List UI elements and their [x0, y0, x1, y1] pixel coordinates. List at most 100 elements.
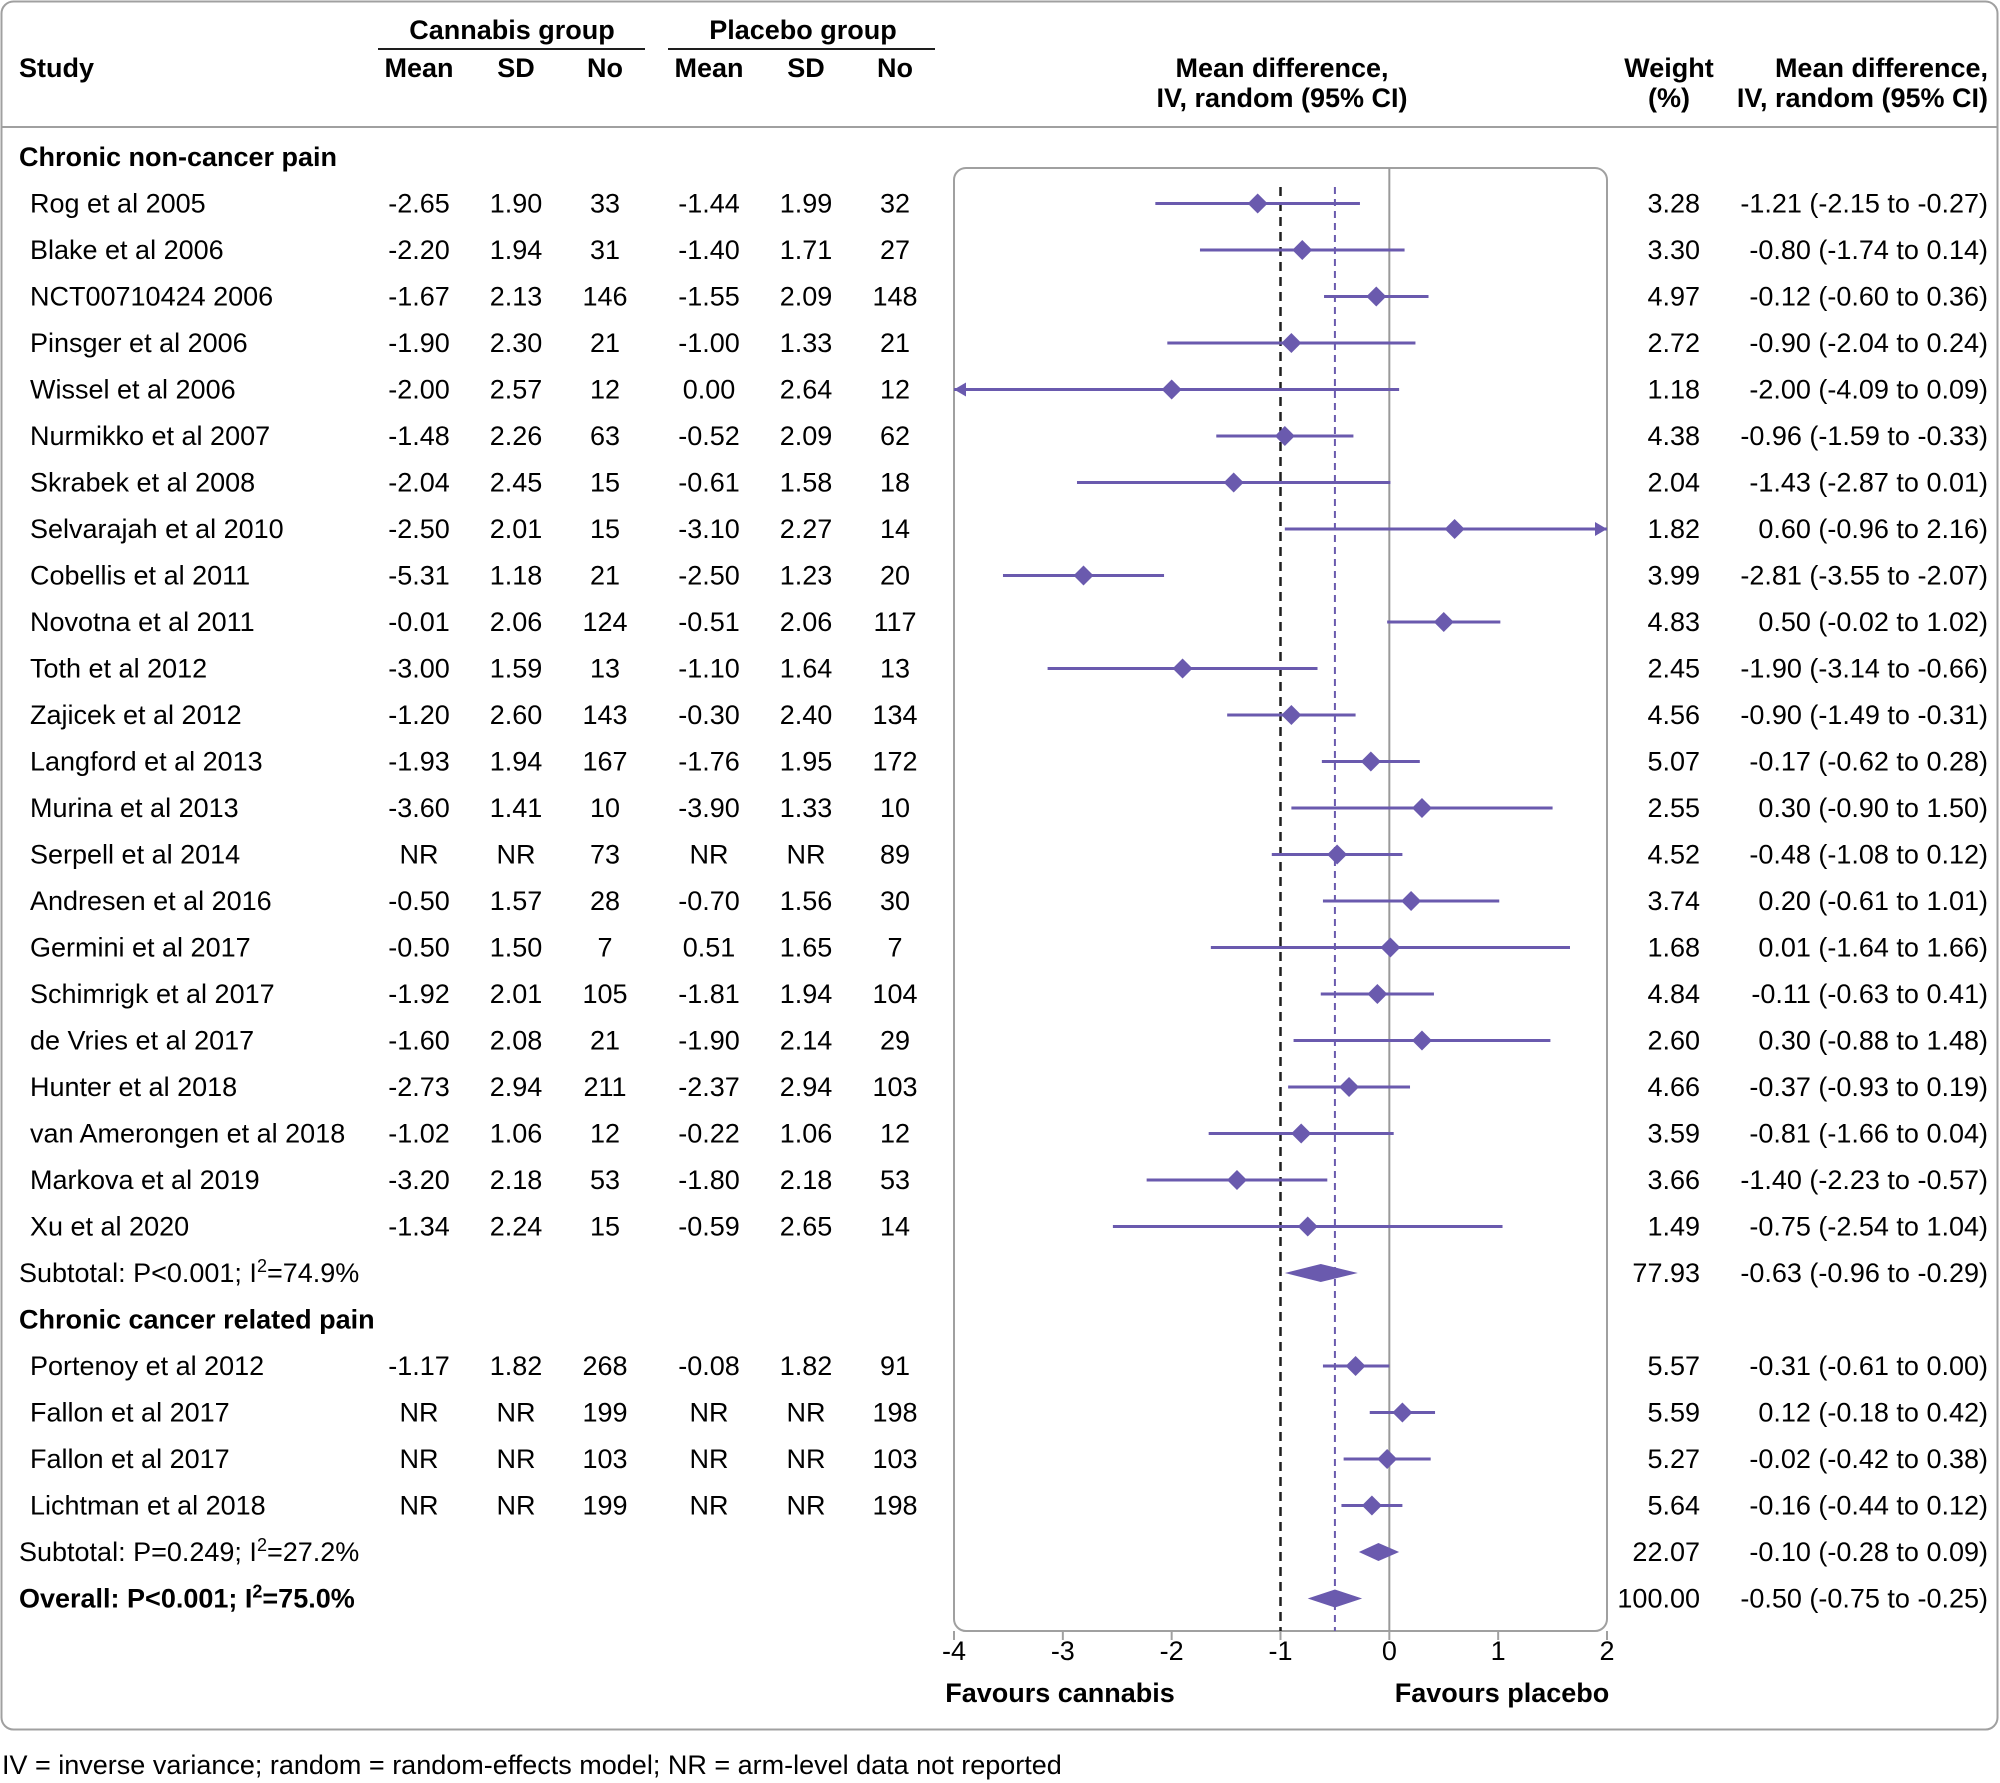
study-row-1-16-weight: 3.74: [1647, 886, 1700, 916]
study-row-1-10-p-mean: -0.51: [678, 607, 740, 637]
study-row-1-1-weight: 3.28: [1647, 189, 1700, 219]
study-row-1-5-p-n: 12: [880, 375, 910, 405]
study-row-1-2-c-sd: 1.94: [490, 235, 543, 265]
study-row-1-8-c-n: 15: [590, 514, 620, 544]
study-row-1-19-weight: 2.60: [1647, 1026, 1700, 1056]
study-row-1-4-point-estimate: [1281, 333, 1302, 353]
study-row-1-15-ci: -0.48 (-1.08 to 0.12): [1749, 840, 1988, 870]
study-row-1-22-ci: -1.40 (-2.23 to -0.57): [1740, 1165, 1988, 1195]
study-row-1-12-p-sd: 2.40: [780, 700, 833, 730]
study-row-1-2-p-n: 27: [880, 235, 910, 265]
study-row-1-23-p-sd: 2.65: [780, 1212, 833, 1242]
study-row-1-6-weight: 4.38: [1647, 421, 1700, 451]
x-tick-label: -1: [1268, 1636, 1292, 1666]
study-row-1-2-c-mean: -2.20: [388, 235, 450, 265]
study-row-1-11-study: Toth et al 2012: [30, 654, 207, 684]
study-row-1-22-p-mean: -1.80: [678, 1165, 740, 1195]
study-row-1-16-ci: 0.20 (-0.61 to 1.01): [1758, 886, 1988, 916]
study-row-1-7-study: Skrabek et al 2008: [30, 468, 255, 498]
x-tick-label: 2: [1599, 1636, 1614, 1666]
study-row-1-20-p-sd: 2.94: [780, 1072, 833, 1102]
study-row-1-21-c-n: 12: [590, 1119, 620, 1149]
study-row-1-20-p-mean: -2.37: [678, 1072, 740, 1102]
study-row-1-10-c-mean: -0.01: [388, 607, 450, 637]
study-row-2-2-study: Fallon et al 2017: [30, 1398, 230, 1428]
study-row-1-11-weight: 2.45: [1647, 654, 1700, 684]
study-row-1-13-c-mean: -1.93: [388, 747, 450, 777]
study-row-2-4-weight: 5.64: [1647, 1491, 1700, 1521]
study-row-1-18-p-n: 104: [872, 979, 917, 1009]
overall-ci: -0.50 (-0.75 to -0.25): [1740, 1584, 1988, 1614]
study-row-1-23-ci: -0.75 (-2.54 to 1.04): [1749, 1212, 1988, 1242]
study-row-1-20-point-estimate: [1339, 1077, 1360, 1097]
study-row-1-16-c-mean: -0.50: [388, 886, 450, 916]
study-row-1-2-c-n: 31: [590, 235, 620, 265]
study-row-1-22-point-estimate: [1226, 1170, 1247, 1190]
study-row-1-12-p-mean: -0.30: [678, 700, 740, 730]
study-row-1-17-ci: 0.01 (-1.64 to 1.66): [1758, 933, 1988, 963]
study-row-1-20-c-n: 211: [583, 1072, 626, 1102]
study-row-1-4-study: Pinsger et al 2006: [30, 328, 248, 358]
study-row-1-7-c-n: 15: [590, 468, 620, 498]
study-row-1-16-study: Andresen et al 2016: [30, 886, 272, 916]
study-row-1-11-c-n: 13: [590, 654, 620, 684]
study-row-1-19-study: de Vries et al 2017: [30, 1026, 254, 1056]
study-row-1-10-p-n: 117: [873, 607, 916, 637]
study-row-1-12-point-estimate: [1281, 705, 1302, 725]
header-cannabis-group: Cannabis group: [409, 15, 615, 45]
study-row-1-19-ci: 0.30 (-0.88 to 1.48): [1758, 1026, 1988, 1056]
study-row-2-2-p-n: 198: [872, 1398, 917, 1428]
study-row-1-18-study: Schimrigk et al 2017: [30, 979, 275, 1009]
study-row-1-6-p-sd: 2.09: [780, 421, 833, 451]
header-weight-line1: Weight: [1624, 53, 1714, 83]
study-row-1-6-c-n: 63: [590, 421, 620, 451]
study-row-1-4-ci: -0.90 (-2.04 to 0.24): [1749, 328, 1988, 358]
study-row-1-20-c-sd: 2.94: [490, 1072, 543, 1102]
header-cannabis-no: No: [587, 53, 623, 83]
study-row-1-16-c-n: 28: [590, 886, 620, 916]
study-row-1-22-p-n: 53: [880, 1165, 910, 1195]
study-row-1-17-study: Germini et al 2017: [30, 933, 251, 963]
study-row-1-5-weight: 1.18: [1647, 375, 1700, 405]
subtotal-1-label: Subtotal: P<0.001; I2=74.9%: [19, 1256, 359, 1288]
study-row-1-12-weight: 4.56: [1647, 700, 1700, 730]
study-row-1-19-p-mean: -1.90: [678, 1026, 740, 1056]
study-row-1-23-c-mean: -1.34: [388, 1212, 450, 1242]
study-row-1-5-p-sd: 2.64: [780, 375, 833, 405]
study-row-1-3-p-sd: 2.09: [780, 282, 833, 312]
study-row-1-12-c-mean: -1.20: [388, 700, 450, 730]
study-row-1-2-point-estimate: [1292, 240, 1313, 260]
study-row-1-11-p-mean: -1.10: [678, 654, 740, 684]
study-row-1-23-point-estimate: [1297, 1216, 1318, 1237]
group-heading-2: Chronic cancer related pain: [19, 1305, 375, 1335]
study-row-2-3-p-mean: NR: [690, 1444, 729, 1474]
study-row-1-12-c-sd: 2.60: [490, 700, 543, 730]
study-row-1-13-c-n: 167: [582, 747, 627, 777]
study-row-1-13-p-n: 172: [872, 747, 917, 777]
study-row-1-20-ci: -0.37 (-0.93 to 0.19): [1749, 1072, 1988, 1102]
study-row-1-23-weight: 1.49: [1647, 1212, 1700, 1242]
study-row-1-21-study: van Amerongen et al 2018: [30, 1119, 345, 1149]
study-row-1-10-study: Novotna et al 2011: [30, 607, 255, 637]
study-row-1-6-c-mean: -1.48: [388, 421, 450, 451]
study-row-1-10-weight: 4.83: [1647, 607, 1700, 637]
x-tick-label: 1: [1491, 1636, 1506, 1666]
study-row-2-1-c-sd: 1.82: [490, 1351, 543, 1381]
study-row-1-9-point-estimate: [1073, 565, 1094, 586]
study-row-2-2-c-n: 199: [582, 1398, 627, 1428]
study-row-1-1-p-sd: 1.99: [780, 189, 833, 219]
study-row-1-23-study: Xu et al 2020: [30, 1212, 189, 1242]
study-row-1-2-p-sd: 1.71: [780, 235, 833, 265]
study-row-1-3-weight: 4.97: [1647, 282, 1700, 312]
study-row-2-3-point-estimate: [1377, 1449, 1398, 1469]
study-row-2-3-study: Fallon et al 2017: [30, 1444, 230, 1474]
study-row-1-1-p-n: 32: [880, 189, 910, 219]
study-row-1-19-c-mean: -1.60: [388, 1026, 450, 1056]
study-row-1-9-weight: 3.99: [1647, 561, 1700, 591]
study-row-1-21-weight: 3.59: [1647, 1119, 1700, 1149]
study-row-1-16-c-sd: 1.57: [490, 886, 543, 916]
study-row-1-22-weight: 3.66: [1647, 1165, 1700, 1195]
study-row-1-18-weight: 4.84: [1647, 979, 1700, 1009]
study-row-2-3-c-n: 103: [582, 1444, 627, 1474]
study-row-1-23-c-n: 15: [590, 1212, 620, 1242]
